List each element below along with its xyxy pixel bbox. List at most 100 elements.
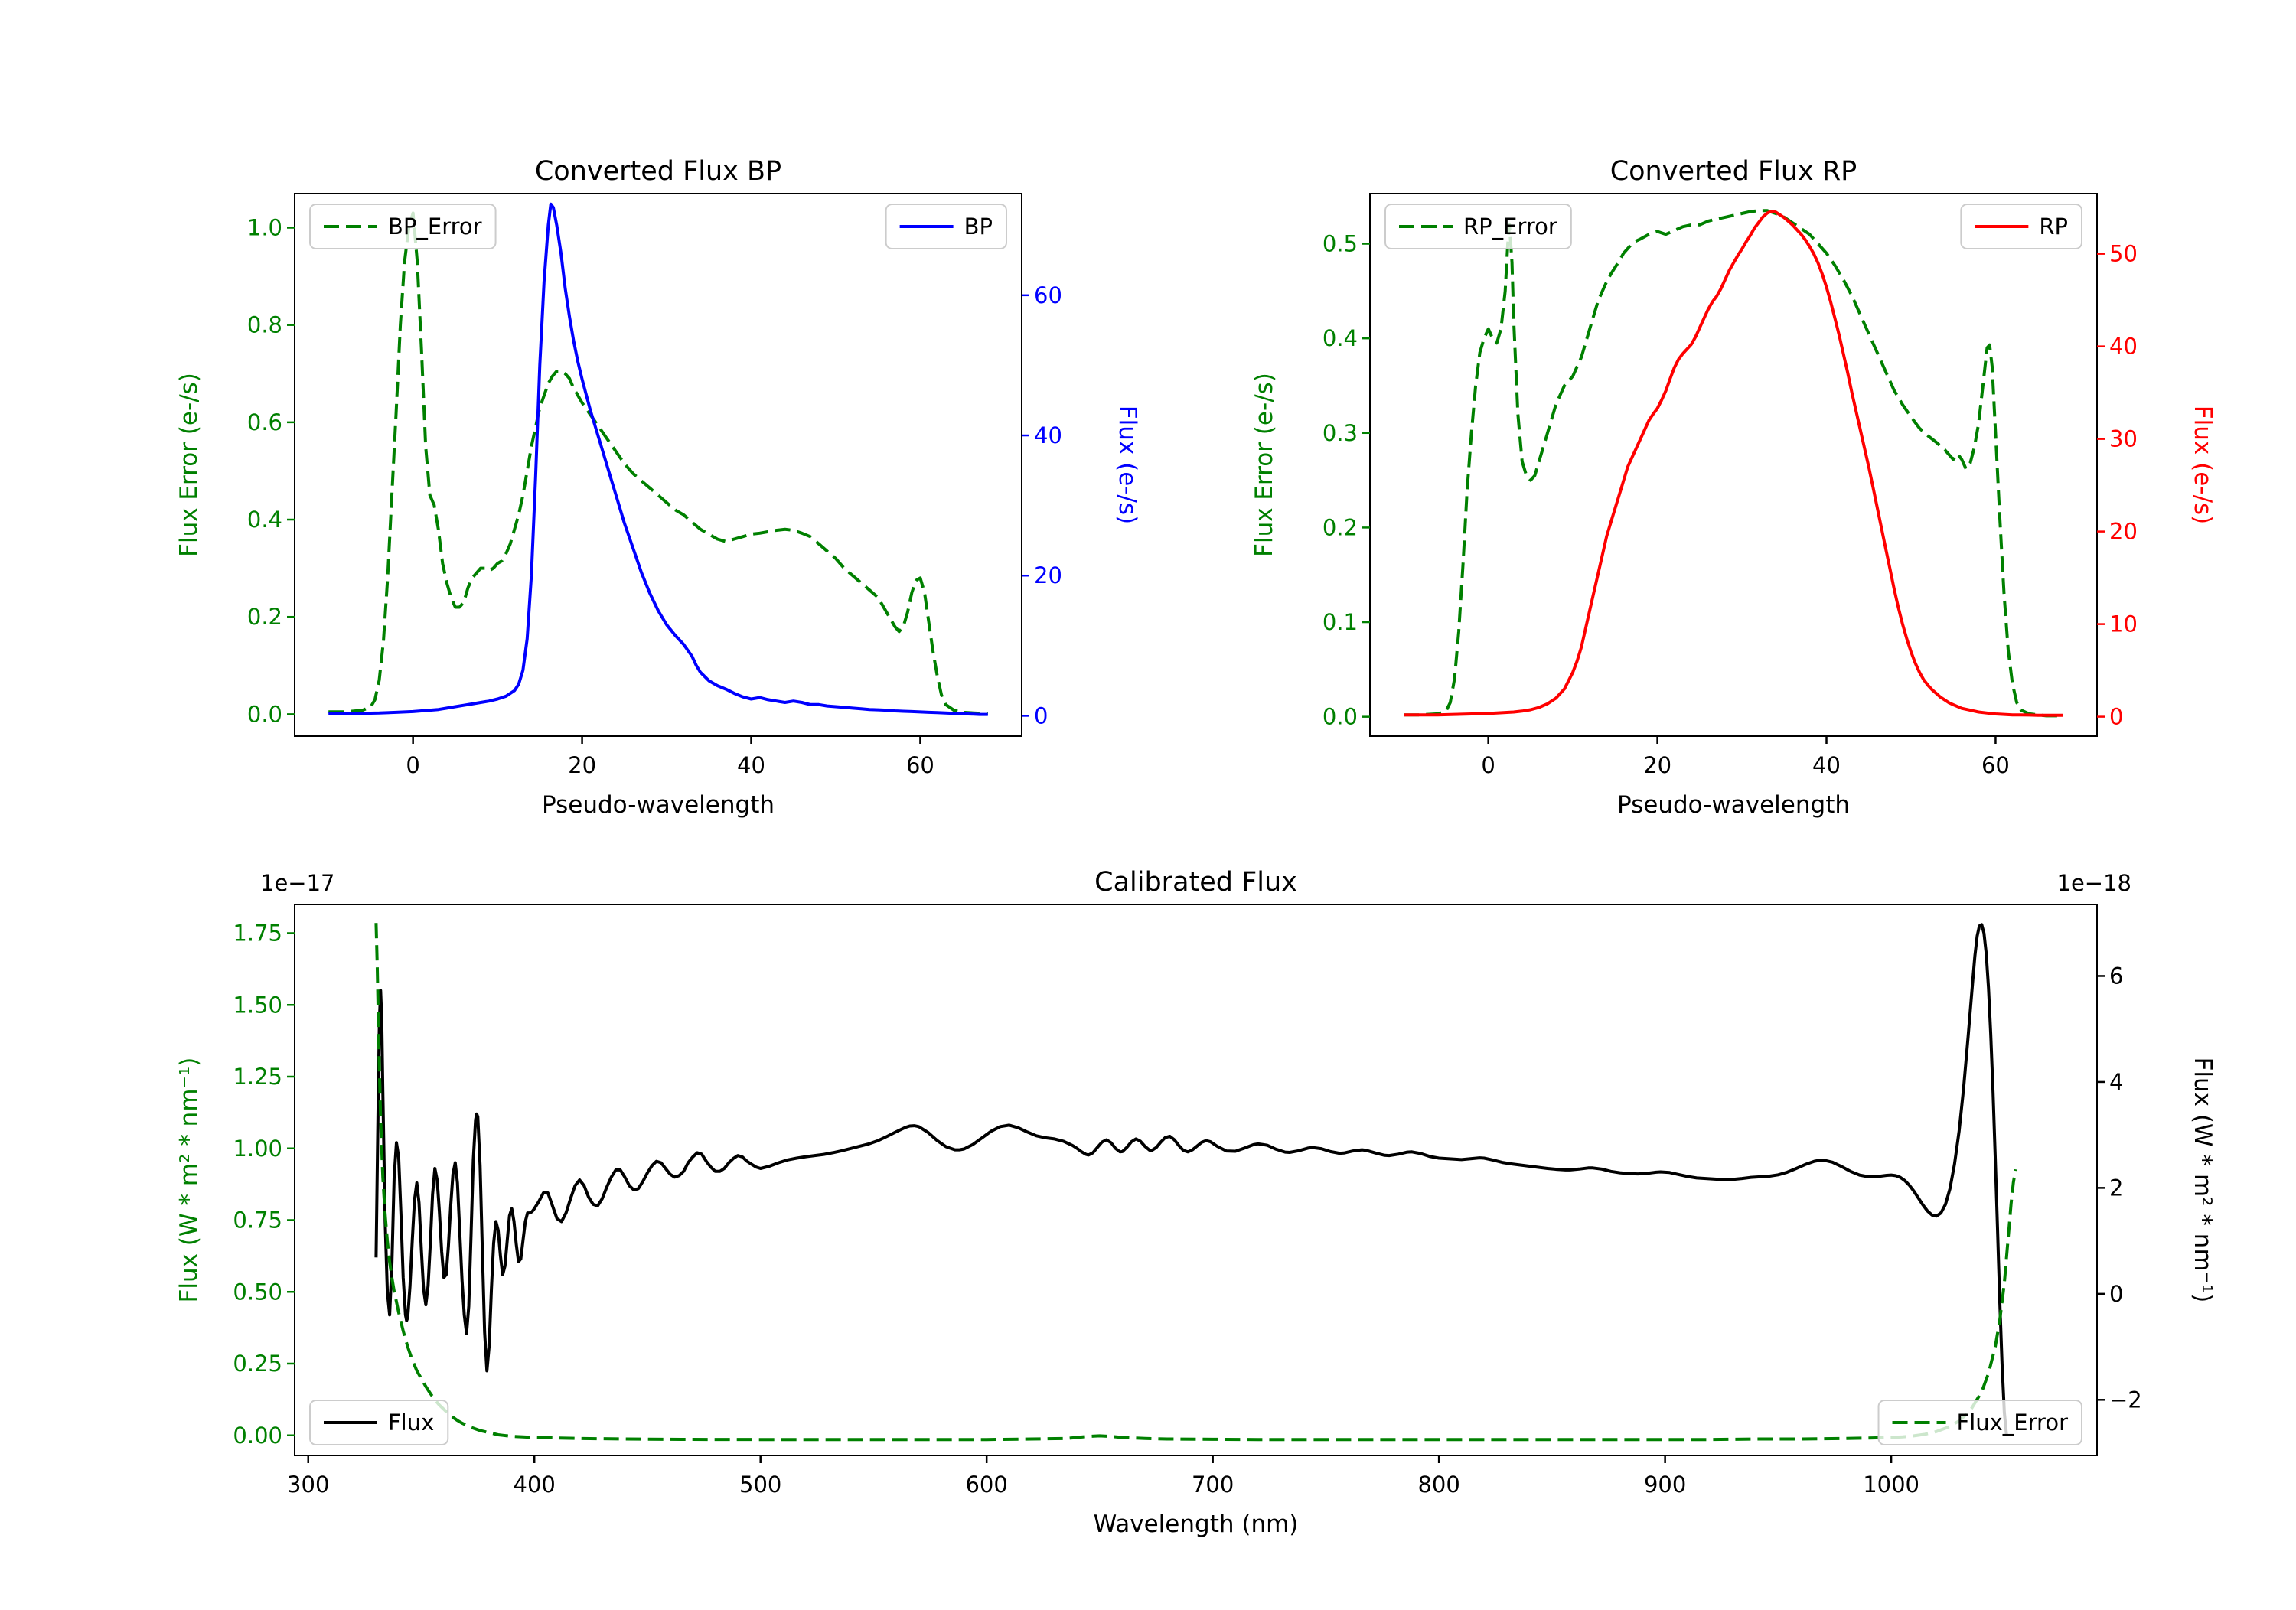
y-tick-label-right: 10 [2109, 611, 2138, 637]
cal-ylabel-left: Flux (W * m² * nm⁻¹) [175, 1058, 203, 1303]
rp-y-axis-right: 0 10 20 30 40 50 Flux (e-/s) [2097, 241, 2216, 730]
bp-ylabel-right: Flux (e-/s) [1114, 406, 1141, 524]
x-tick-label: 0 [406, 752, 419, 778]
legend-box [309, 1400, 449, 1445]
rp-title: Converted Flux RP [1610, 156, 1857, 187]
y-tick-label-left: 0.5 [1322, 231, 1358, 257]
chart-bp: 0 20 40 60 Pseudo-wavelength 0.0 0.2 0.4 0.6 0.8 1… [175, 156, 1141, 819]
bp-x-axis: 0 20 40 60 Pseudo-wavelength [406, 736, 934, 819]
legend-bp-error: BP_Error [309, 204, 497, 249]
y-tick-label-left: 0.1 [1322, 609, 1358, 635]
y-tick-label-left: 1.50 [233, 992, 282, 1018]
legend-flux-error: Flux_Error [1877, 1400, 2082, 1445]
x-tick-label: 400 [514, 1471, 556, 1498]
x-tick-label: 40 [737, 752, 765, 778]
x-tick-label: 20 [568, 752, 596, 778]
y-tick-label-left: 0.0 [247, 701, 282, 727]
legend-label-rp-error: RP_Error [1463, 213, 1557, 240]
x-tick-label: 500 [739, 1471, 781, 1498]
x-tick-label: 700 [1192, 1471, 1234, 1498]
y-tick-label-left: 0.2 [1322, 514, 1358, 540]
rp-ylabel-left: Flux Error (e-/s) [1251, 373, 1278, 557]
bp-y-axis-right: 0 20 40 60 Flux (e-/s) [1022, 282, 1141, 728]
y-tick-label-left: 0.25 [233, 1351, 282, 1377]
legend-label-bp: BP [964, 213, 993, 240]
y-tick-label-left: 0.4 [1322, 325, 1358, 351]
y-tick-label-left: 0.4 [247, 507, 282, 533]
bp-axes-frame [294, 193, 1022, 737]
x-tick-label: 800 [1417, 1471, 1459, 1498]
rp-series [1404, 209, 2063, 718]
cal-y-axis-right: −2 0 2 4 6 Flux (W * m² * nm⁻¹) [2097, 963, 2216, 1413]
legend-label-bp-error: BP_Error [388, 213, 482, 240]
y-tick-label-right: 2 [2109, 1175, 2123, 1201]
cal-series [374, 923, 2017, 1442]
legend-label-flux-error: Flux_Error [1957, 1410, 2069, 1436]
legend-flux: Flux [309, 1400, 449, 1445]
y-tick-label-left: 0.0 [1322, 704, 1358, 730]
y-tick-label-right: 30 [2109, 426, 2138, 452]
y-tick-label-left: 0.2 [247, 604, 282, 630]
cal-axes-frame [294, 904, 2098, 1456]
bp-series [328, 202, 988, 716]
y-tick-label-left: 1.00 [233, 1136, 282, 1162]
y-tick-label-left: 1.0 [247, 215, 282, 241]
legend-box [1877, 1400, 2082, 1445]
bp-error-line [328, 211, 988, 715]
cal-offset-left: 1e−17 [260, 870, 335, 896]
y-tick-label-left: 0.50 [233, 1279, 282, 1305]
bp-xlabel: Pseudo-wavelength [542, 791, 775, 819]
legend-label-flux: Flux [388, 1410, 434, 1436]
x-tick-label: 300 [287, 1471, 329, 1498]
rp-error-line [1404, 209, 2063, 718]
y-tick-label-right: 0 [1034, 702, 1048, 728]
y-tick-label-left: 0.8 [247, 312, 282, 338]
y-tick-label-right: 4 [2109, 1069, 2123, 1095]
y-tick-label-right: −2 [2109, 1387, 2142, 1413]
rp-y-axis-left: 0.0 0.1 0.2 0.3 0.4 0.5 Flux Error (e-/s) [1251, 231, 1370, 730]
y-tick-label-right: 0 [2109, 1281, 2123, 1307]
flux-error-line [374, 923, 2017, 1442]
x-tick-label: 40 [1812, 752, 1841, 778]
bp-y-axis-left: 0.0 0.2 0.4 0.6 0.8 1.0 Flux Error (e-/s) [175, 215, 295, 727]
rp-x-axis: 0 20 40 60 Pseudo-wavelength [1481, 736, 2010, 819]
y-tick-label-right: 6 [2109, 963, 2123, 989]
flux-line [374, 923, 2008, 1436]
y-tick-label-right: 50 [2109, 241, 2138, 267]
cal-y-axis-left: 0.00 0.25 0.50 0.75 1.00 1.25 1.50 1.75 Flux (W … [175, 921, 295, 1449]
y-tick-label-left: 0.75 [233, 1208, 282, 1234]
rp-ylabel-right: Flux (e-/s) [2189, 406, 2216, 524]
legend-rp: RP [1960, 204, 2082, 249]
bp-title: Converted Flux BP [535, 156, 781, 187]
chart-cal: 300 400 500 600 700 800 900 1000 Wavelength (nm)… [175, 867, 2216, 1538]
x-tick-label: 20 [1643, 752, 1671, 778]
legend-box [309, 204, 497, 249]
legend-label-rp: RP [2039, 213, 2068, 240]
x-tick-label: 600 [965, 1471, 1007, 1498]
chart-rp: 0 20 40 60Pseudo-wavelength0.00.10.20.30.40… [1251, 156, 2216, 819]
rp-axes-frame [1369, 193, 2098, 737]
y-tick-label-right: 40 [2109, 334, 2138, 360]
x-tick-label: 1000 [1863, 1471, 1919, 1498]
y-tick-label-right: 20 [1034, 562, 1062, 588]
rp-xlabel: Pseudo-wavelength [1617, 791, 1850, 819]
cal-xlabel: Wavelength (nm) [1094, 1511, 1299, 1538]
x-tick-label: 60 [906, 752, 934, 778]
x-tick-label: 0 [1481, 752, 1495, 778]
y-tick-label-left: 1.25 [233, 1064, 282, 1090]
bp-ylabel-left: Flux Error (e-/s) [175, 373, 203, 557]
cal-title: Calibrated Flux [1094, 867, 1297, 898]
x-tick-label: 900 [1644, 1471, 1686, 1498]
y-tick-label-right: 0 [2109, 704, 2123, 730]
rp-line [1404, 210, 2063, 717]
y-tick-label-right: 40 [1034, 422, 1062, 448]
y-tick-label-left: 0.3 [1322, 420, 1358, 446]
bp-line [328, 202, 988, 716]
legend-box [1384, 204, 1572, 249]
x-tick-label: 60 [1981, 752, 2010, 778]
cal-x-axis: 300 400 500 600 700 800 900 1000 Wavelength (nm) [287, 1455, 1919, 1538]
cal-ylabel-right: Flux (W * m² * nm⁻¹) [2189, 1058, 2216, 1303]
